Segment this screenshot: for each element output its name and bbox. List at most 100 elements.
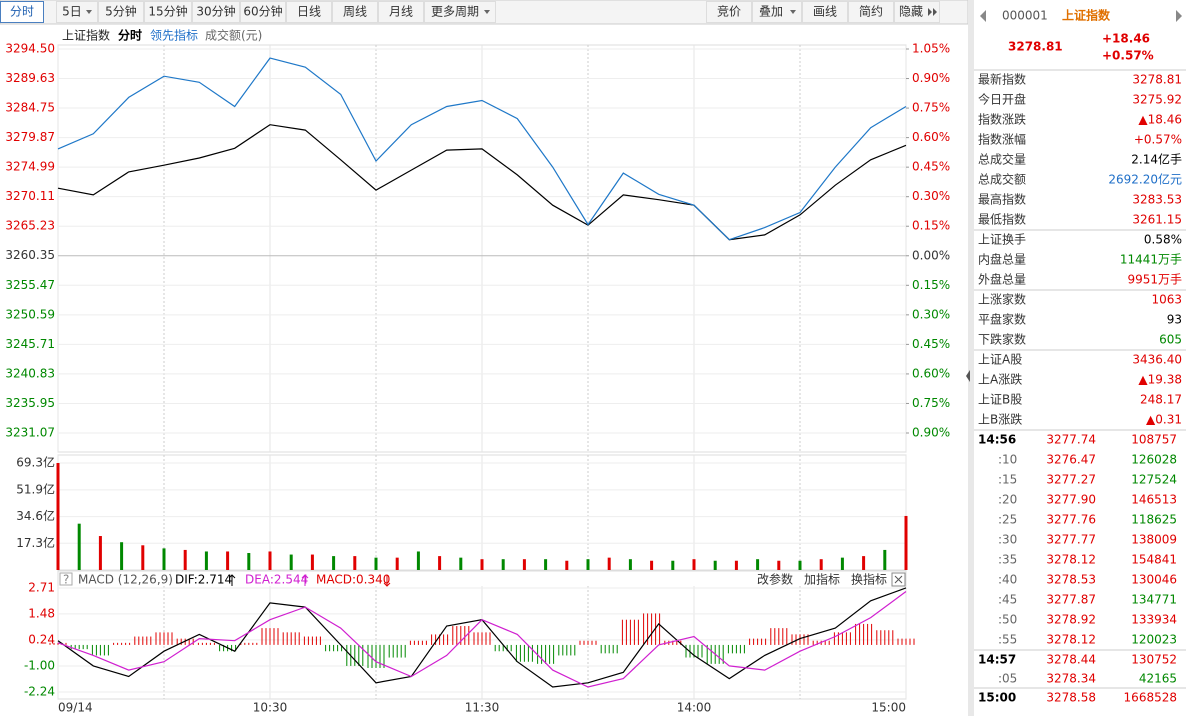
tab-button[interactable]	[286, 1, 332, 23]
tool-button[interactable]	[752, 1, 802, 23]
tick-time: :30	[998, 533, 1017, 547]
y-tick-label: 3231.07	[5, 426, 55, 440]
quote-value: 3275.92	[1132, 93, 1182, 107]
volume-bar	[756, 559, 760, 570]
quote-label: 最低指数	[978, 212, 1026, 227]
stock-code: 000001	[1002, 9, 1048, 23]
y2-tick-label: 0.75%	[912, 101, 950, 115]
stock-name: 上证指数	[1062, 8, 1111, 23]
y-tick-label: -1.00	[24, 658, 55, 672]
volume-bar	[395, 557, 399, 570]
volume-bar	[374, 557, 378, 570]
tick-price: 3277.87	[1046, 593, 1096, 607]
collapse-arrow[interactable]	[966, 370, 970, 382]
volume-bar	[98, 536, 102, 570]
tick-price: 3277.27	[1046, 473, 1096, 487]
volume-bar	[586, 559, 590, 570]
y-tick-label: 3289.63	[5, 71, 55, 85]
quote-value: 9951万手	[1127, 273, 1182, 287]
tick-volume: 118625	[1131, 513, 1177, 527]
tick-volume: 120023	[1131, 633, 1177, 647]
tick-time: :20	[998, 493, 1017, 507]
tab-button[interactable]	[144, 1, 192, 23]
quote-label: 上证B股	[978, 393, 1022, 407]
quote-value: ▲18.46	[1138, 113, 1182, 127]
quote-value: 3283.53	[1132, 193, 1182, 207]
help-mark: ?	[63, 573, 69, 587]
quote-value: 0.58%	[1144, 233, 1182, 247]
tab-button[interactable]	[192, 1, 240, 23]
tool-label: 竞价	[717, 5, 741, 19]
quote-value: 11441万手	[1120, 253, 1182, 267]
y-tick-label: 3270.11	[5, 189, 55, 203]
y-tick-label: -2.24	[24, 685, 55, 699]
tool-button[interactable]	[894, 1, 940, 23]
y-tick-label: 34.6亿	[16, 508, 55, 523]
y-tick-label: 3260.35	[5, 248, 55, 262]
volume-bar	[862, 556, 866, 570]
y-tick-label: 17.3亿	[16, 535, 55, 550]
dropdown-arrow	[790, 10, 796, 14]
tab-button[interactable]	[56, 1, 98, 23]
tab-button[interactable]	[424, 1, 496, 23]
y-tick-label: 3235.95	[5, 396, 55, 410]
quote-value: 248.17	[1140, 393, 1182, 407]
y2-tick-label: 0.30%	[912, 189, 950, 203]
y2-tick-label: 0.90%	[912, 426, 950, 440]
tick-volume: 146513	[1131, 493, 1177, 507]
volume-bar	[607, 557, 611, 570]
y-tick-label: 0.24	[28, 632, 55, 646]
tool-button[interactable]	[848, 1, 894, 23]
quote-label: 内盘总量	[978, 252, 1026, 267]
volume-bar	[416, 551, 420, 570]
tab-button[interactable]	[0, 1, 44, 23]
volume-bar	[798, 560, 802, 570]
quote-value: 1063	[1151, 293, 1182, 307]
x-tick-label: 09/14	[58, 701, 93, 715]
tick-price: 3278.53	[1046, 573, 1096, 587]
tick-volume: 1668528	[1124, 691, 1177, 705]
tool-button[interactable]	[706, 1, 752, 23]
y-tick-label: 51.9亿	[16, 481, 55, 496]
volume-bar	[226, 551, 230, 570]
legend-lead: 领先指标	[150, 28, 198, 43]
quote-label: 平盘家数	[978, 312, 1026, 327]
tab-button[interactable]	[332, 1, 378, 23]
next-arrow[interactable]	[1176, 10, 1182, 22]
tool-label: 叠加	[759, 5, 783, 19]
y2-tick-label: 0.45%	[912, 160, 950, 174]
tool-button[interactable]	[802, 1, 848, 23]
tick-volume: 133934	[1131, 613, 1177, 627]
volume-bar	[522, 559, 526, 570]
volume-bar	[204, 551, 208, 570]
quote-label: 今日开盘	[978, 92, 1026, 107]
stock-change: +18.46	[1102, 32, 1150, 46]
dif-label: DIF:2.714	[175, 573, 232, 587]
macd-label: MACD:0.340	[316, 573, 390, 587]
tab-button[interactable]	[240, 1, 286, 23]
volume-bar	[56, 463, 60, 570]
quote-label: 最高指数	[978, 192, 1026, 207]
quote-label: 上证A股	[978, 353, 1022, 367]
tab-button[interactable]	[98, 1, 144, 23]
tab-button[interactable]	[378, 1, 424, 23]
y2-tick-label: 1.05%	[912, 42, 950, 56]
tool-label: 画线	[813, 5, 837, 19]
tick-price: 3277.90	[1046, 493, 1096, 507]
macd-line	[57, 591, 907, 688]
tick-time: :40	[998, 573, 1017, 587]
y-tick-label: 3255.47	[5, 278, 55, 292]
tick-time: :15	[998, 473, 1017, 487]
y-tick-label: 1.48	[28, 606, 55, 620]
quote-value: ▲19.38	[1138, 373, 1182, 387]
help-box[interactable]	[59, 572, 73, 586]
macd-action: 换指标	[851, 572, 887, 587]
price-line	[57, 57, 907, 241]
up-arrow	[228, 574, 236, 586]
y2-tick-label: 0.90%	[912, 71, 950, 85]
prev-arrow[interactable]	[980, 10, 986, 22]
tick-time: 14:57	[978, 653, 1016, 667]
tick-volume: 108757	[1131, 433, 1177, 447]
divider	[968, 0, 974, 716]
